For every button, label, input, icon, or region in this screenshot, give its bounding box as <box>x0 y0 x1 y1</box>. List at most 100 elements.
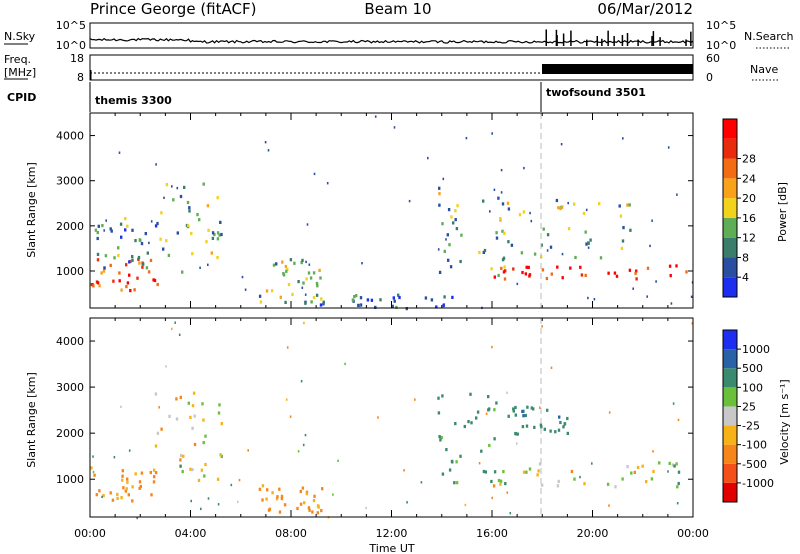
scatter-cell <box>645 480 648 484</box>
time-tick-label: 04:00 <box>175 527 207 540</box>
noise-cell <box>171 327 173 331</box>
noise-cell <box>478 462 481 465</box>
range-tick-label: 2000 <box>56 220 84 233</box>
beam-title: Beam 10 <box>364 0 431 18</box>
noise-cell <box>105 219 107 222</box>
scatter-cell <box>156 282 159 287</box>
noise-cell <box>677 418 680 422</box>
noise-cell <box>506 491 509 494</box>
scatter-cell <box>673 464 676 468</box>
scatter-cell <box>129 289 132 293</box>
scatter-cell <box>455 460 458 464</box>
scatter-cell <box>182 454 185 458</box>
power-colorbar-swatch <box>723 119 737 139</box>
scatter-cell <box>451 295 454 299</box>
scatter-cell <box>497 196 500 200</box>
scatter-cell <box>312 271 316 275</box>
scatter-cell <box>583 482 586 486</box>
velocity-colorbar-swatch <box>723 482 737 502</box>
scatter-cell <box>138 238 141 242</box>
noise-cell <box>264 141 267 144</box>
scatter-cell <box>518 213 522 217</box>
scatter-cell <box>626 203 629 207</box>
scatter-cell <box>299 489 302 494</box>
scatter-cell <box>598 202 601 206</box>
noise-cell <box>652 450 654 453</box>
scatter-cell <box>113 256 116 260</box>
scatter-cell <box>521 270 524 275</box>
cpid-segment-themis: themis 3300 <box>95 94 172 107</box>
scatter-cell <box>453 481 456 485</box>
power-colorbar-tick-label: 12 <box>742 232 756 245</box>
scatter-cell <box>96 281 100 285</box>
noise-cell <box>217 503 220 506</box>
scatter-cell <box>275 262 278 266</box>
scatter-cell <box>482 199 485 203</box>
noise-cell <box>561 252 564 256</box>
scatter-cell <box>487 395 490 399</box>
scatter-cell <box>142 262 145 266</box>
scatter-cell <box>95 493 98 497</box>
noise-cell <box>176 186 179 190</box>
scatter-cell <box>549 429 552 433</box>
scatter-cell <box>677 470 681 474</box>
scatter-cell <box>100 271 103 275</box>
scatter-cell <box>443 295 446 299</box>
scatter-cell <box>537 469 540 473</box>
noise-cell <box>344 362 346 366</box>
noise-cell <box>655 280 657 283</box>
noise-cell <box>672 402 675 405</box>
scatter-cell <box>452 221 455 225</box>
scatter-cell <box>628 268 632 272</box>
nsky-trace <box>89 29 694 46</box>
noise-cell <box>199 266 201 269</box>
scatter-cell <box>175 397 178 401</box>
scatter-cell <box>210 251 213 255</box>
scatter-cell <box>671 463 675 467</box>
power-panel: 1000 2000 3000 4000 Slant Range [km] <box>25 112 694 311</box>
noise-cell <box>649 244 651 248</box>
scatter-cell <box>131 258 134 262</box>
scatter-cell <box>180 453 183 458</box>
velocity-colorbar-swatch <box>723 463 737 483</box>
scatter-cell <box>133 288 136 292</box>
scatter-cell <box>202 441 205 445</box>
scatter-cell <box>492 484 496 488</box>
scatter-cell <box>351 298 355 302</box>
scatter-cell <box>197 478 201 482</box>
scatter-cell <box>320 297 323 301</box>
scatter-cell <box>119 222 123 226</box>
scatter-cell <box>190 231 193 236</box>
scatter-cell <box>192 391 196 395</box>
scatter-cell <box>271 491 274 495</box>
scatter-cell <box>186 224 190 228</box>
scatter-cell <box>669 274 672 278</box>
scatter-cell <box>463 424 466 429</box>
scatter-cell <box>213 232 216 237</box>
noise-cell <box>165 365 167 368</box>
scatter-cell <box>438 203 441 207</box>
scatter-cell <box>179 464 182 468</box>
scatter-cell <box>521 425 525 429</box>
scatter-cell <box>441 394 444 398</box>
scatter-cell <box>220 422 223 426</box>
power-frame <box>89 112 694 309</box>
scatter-cell <box>175 417 179 421</box>
noise-cell <box>285 398 288 401</box>
scatter-cell <box>540 483 544 487</box>
scatter-cell <box>188 206 191 210</box>
scatter-cell <box>183 185 186 189</box>
scatter-cell <box>111 498 115 502</box>
scatter-cell <box>116 496 119 500</box>
scatter-cell <box>530 406 533 410</box>
scatter-cell <box>191 252 194 256</box>
scatter-cell <box>308 508 311 512</box>
noise-cell <box>670 302 673 305</box>
scatter-cell <box>546 408 549 412</box>
scatter-cell <box>126 224 129 228</box>
power-colorbar-swatch <box>723 237 737 258</box>
noise-cell <box>377 416 379 419</box>
scatter-cell <box>543 427 546 431</box>
scatter-cell <box>189 467 192 471</box>
scatter-cell <box>437 411 441 415</box>
